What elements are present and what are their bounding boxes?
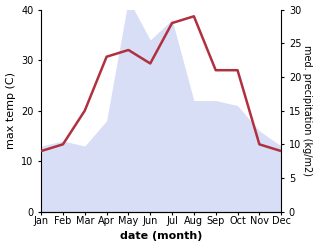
Y-axis label: med. precipitation (kg/m2): med. precipitation (kg/m2) (302, 45, 313, 176)
X-axis label: date (month): date (month) (120, 231, 202, 242)
Y-axis label: max temp (C): max temp (C) (5, 72, 16, 149)
